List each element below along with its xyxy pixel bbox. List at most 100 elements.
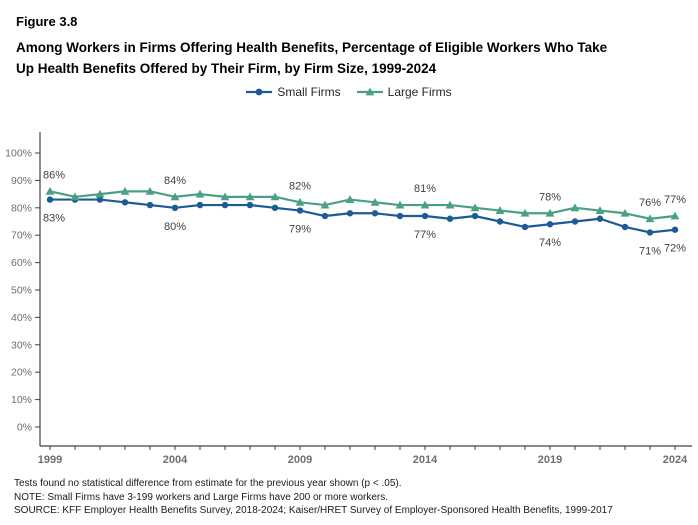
triangle-marker [45,186,55,195]
circle-marker [46,196,54,203]
circle-marker [271,204,279,211]
circle-marker [596,215,604,222]
y-tick-label: 50% [11,285,32,297]
circle-marker [371,210,379,217]
figure-title-line-1: Among Workers in Firms Offering Health B… [16,40,608,55]
circle-marker [221,201,229,209]
triangle-marker [170,192,180,201]
triangle-marker [645,214,655,223]
chart-legend: Small Firms Large Firms [0,85,698,99]
triangle-marker [320,200,330,209]
triangle-marker [595,206,605,214]
y-tick-label: 10% [11,394,32,406]
triangle-marker [70,192,80,201]
triangle-marker [120,186,130,195]
circle-marker [146,201,154,209]
data-point-label: 78% [539,191,561,203]
legend-label-small-firms: Small Firms [277,85,341,99]
legend-item-small-firms: Small Firms [246,85,341,99]
footnote-note: NOTE: Small Firms have 3-199 workers and… [14,491,389,503]
data-point-label: 80% [164,221,186,233]
circle-marker [571,218,579,225]
circle-marker [296,207,304,214]
circle-marker [346,210,354,217]
x-tick-label: 2009 [288,454,312,466]
x-tick-label: 2004 [163,454,188,466]
figure-title-line-2: Up Health Benefits Offered by Their Firm… [16,61,437,76]
data-point-label: 79% [289,224,311,236]
triangle-marker [420,200,430,209]
data-point-label: 74% [539,237,561,249]
circle-marker [321,212,329,220]
circle-marker [196,201,204,209]
y-tick-label: 60% [11,257,32,269]
triangle-marker [270,192,280,201]
triangle-marker [295,197,305,206]
triangle-marker [245,192,255,201]
circle-marker [446,215,454,222]
y-tick-label: 80% [11,202,32,214]
triangle-marker [395,200,405,209]
triangle-marker [95,189,105,198]
triangle-marker [545,208,555,217]
triangle-marker [620,208,630,217]
figure-title: Among Workers in Firms Offering Health B… [16,37,694,79]
small-firms-line [50,198,676,234]
take-up-rate-line-chart: 0% 10% 20% 30% 40% 50% 60% 70% 80% 90% 100% 1999 200… [5,132,692,466]
circle-marker [521,223,529,231]
data-point-label: 77% [664,194,686,206]
data-point-label: 86% [43,169,65,181]
data-point-label: 84% [164,175,186,187]
circle-marker [471,212,479,220]
data-point-label: 77% [414,229,436,241]
data-point-label: 72% [664,243,686,255]
y-tick-label: 0% [17,422,32,434]
y-tick-label: 20% [11,367,32,379]
y-tick-label: 70% [11,230,32,242]
circle-marker [621,223,629,231]
data-point-label: 76% [639,197,661,209]
triangle-marker [495,206,505,214]
circle-marker [246,201,254,209]
footnotes: Tests found no statistical difference fr… [14,477,694,518]
triangle-marker [445,200,455,209]
triangle-marker [670,211,680,220]
circle-marker [171,204,179,211]
triangle-marker [470,203,480,212]
triangle-marker [370,197,380,206]
large-firms-line-triangle-icon [356,87,383,96]
circle-marker [396,212,404,220]
data-point-label: 83% [43,213,65,225]
footnote-statistical-tests: Tests found no statistical difference fr… [14,478,402,489]
y-tick-label: 40% [11,312,32,324]
data-point-label: 81% [414,183,436,195]
y-tick-label: 90% [11,175,32,187]
legend-label-large-firms: Large Firms [387,85,452,99]
x-tick-label: 2024 [663,454,688,466]
data-point-label: 82% [289,180,311,192]
circle-marker [421,212,429,220]
triangle-marker [570,203,580,212]
circle-marker [496,218,504,225]
footnote-source: SOURCE: KFF Employer Health Benefits Sur… [14,505,613,516]
figure-number: Figure 3.8 [16,14,78,29]
large-firms-line [49,190,676,220]
y-tick-label: 30% [11,339,32,351]
triangle-marker [345,195,355,203]
x-tick-label: 1999 [38,454,62,466]
triangle-marker [145,186,155,195]
circle-marker [671,226,679,233]
legend-item-large-firms: Large Firms [356,85,452,99]
x-tick-label: 2019 [538,454,562,466]
triangle-marker [220,192,230,201]
circle-marker [546,221,554,228]
circle-marker [121,199,129,206]
circle-marker [96,196,104,203]
triangle-marker [520,208,530,217]
triangle-marker [195,189,205,198]
small-firms-line-circle-icon [246,88,273,96]
y-tick-label: 100% [5,148,32,160]
x-tick-label: 2014 [413,454,438,466]
data-point-label: 71% [639,245,661,257]
circle-marker [646,229,654,236]
